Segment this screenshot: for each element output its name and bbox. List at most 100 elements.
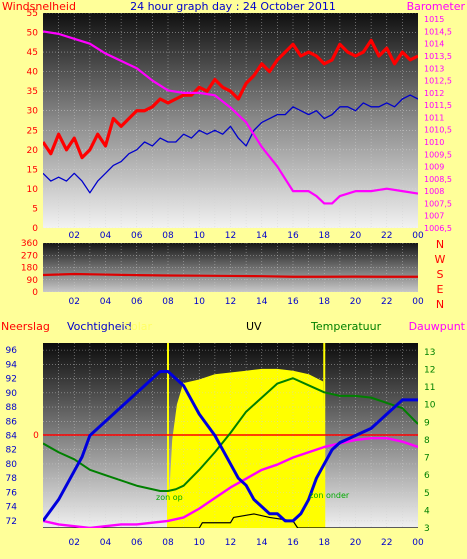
humidity-y-tick-label: 82 (6, 446, 17, 456)
dewpoint-line (43, 436, 418, 528)
wind-panel-background (43, 13, 418, 228)
humidity-y-tick-label: 78 (6, 474, 18, 484)
x-tick-label: 12 (225, 297, 236, 307)
humidity-y-tick-label: 86 (6, 417, 18, 427)
x-tick-label: 00 (412, 538, 424, 548)
x-tick-label: 16 (287, 231, 299, 241)
wind-y-tick-label: 50 (27, 29, 39, 39)
barometer-y-tick-label: 1014,5 (424, 27, 452, 36)
x-tick-label: 08 (162, 538, 174, 548)
temperature-line (43, 377, 418, 492)
compass-label: S (437, 268, 444, 281)
x-tick-label: 04 (100, 538, 112, 548)
wind-y-tick-label: 45 (27, 48, 38, 58)
barometer-y-tick-label: 1014 (424, 40, 444, 49)
x-tick-label: 22 (381, 538, 392, 548)
uv-label: UV (246, 320, 262, 333)
x-tick-label: 08 (162, 297, 174, 307)
humidity-y-tick-label: 94 (6, 360, 18, 370)
temperature-y-tick-label: 6 (424, 471, 430, 481)
x-tick-label: 04 (100, 297, 112, 307)
humidity-y-tick-label: 76 (6, 488, 18, 498)
humidity-y-tick-label: 92 (6, 375, 17, 385)
x-tick-label: 14 (256, 231, 268, 241)
direction-y-tick-label: 360 (21, 239, 38, 249)
wind-gust-line (43, 94, 418, 194)
compass-label: W (435, 253, 446, 266)
compass-label: N (436, 298, 444, 311)
sunrise-label: zon op (156, 493, 183, 502)
humidity-line (43, 369, 418, 523)
temperature-y-tick-label: 5 (424, 489, 430, 499)
barometer-y-tick-label: 1010,5 (424, 126, 452, 135)
temperature-y-tick-label: 8 (424, 436, 430, 446)
wind-axes: 051015202530354045505510151014,510141013… (27, 9, 452, 241)
x-tick-label: 20 (350, 231, 362, 241)
x-tick-label: 08 (162, 231, 174, 241)
temperature-y-tick-label: 12 (424, 365, 435, 375)
humidity-y-tick-label: 88 (6, 403, 18, 413)
graph-title: 24 hour graph day : 24 October 2011 (130, 0, 336, 13)
compass-label: E (437, 283, 444, 296)
x-tick-label: 10 (194, 538, 206, 548)
x-tick-label: 02 (69, 231, 80, 241)
temperature-y-tick-label: 7 (424, 454, 430, 464)
wind-y-tick-label: 30 (27, 107, 39, 117)
barometer-y-tick-label: 1015 (424, 15, 444, 24)
humidity-y-tick-label: 90 (6, 389, 18, 399)
barometer-y-tick-label: 1013,5 (424, 52, 452, 61)
barometer-y-tick-label: 1007 (424, 212, 444, 221)
direction-y-tick-label: 90 (27, 276, 39, 286)
climate-axes: 0727476788082848688909294963456789101112… (6, 346, 436, 548)
x-tick-label: 20 (350, 538, 362, 548)
wind-y-tick-label: 55 (27, 9, 38, 19)
x-tick-label: 06 (131, 538, 143, 548)
x-tick-label: 06 (131, 231, 143, 241)
x-tick-label: 14 (256, 538, 268, 548)
humidity-y-tick-label: 72 (6, 517, 17, 527)
x-tick-label: 00 (412, 297, 424, 307)
barometer-y-tick-label: 1009,5 (424, 150, 452, 159)
humidity-y-tick-label: 96 (6, 346, 18, 356)
x-tick-label: 02 (69, 297, 80, 307)
direction-y-tick-label: 180 (21, 264, 38, 274)
x-tick-label: 22 (381, 297, 392, 307)
direction-y-tick-label: 270 (21, 251, 38, 261)
uv-line (43, 513, 418, 528)
wind-plot (43, 13, 418, 228)
temperature-y-tick-label: 4 (424, 506, 430, 516)
barometer-y-tick-label: 1008,5 (424, 175, 452, 184)
wind-y-tick-label: 15 (27, 165, 38, 175)
barometer-y-tick-label: 1009 (424, 163, 444, 172)
barometer-y-tick-label: 1011 (424, 113, 444, 122)
x-tick-label: 00 (412, 231, 424, 241)
x-tick-label: 12 (225, 538, 236, 548)
x-tick-label: 16 (287, 297, 299, 307)
temperature-y-tick-label: 9 (424, 418, 430, 428)
dewpoint-label: Dauwpunt (409, 320, 466, 333)
x-tick-label: 12 (225, 231, 236, 241)
barometer-y-tick-label: 1011,5 (424, 101, 452, 110)
x-tick-label: 14 (256, 297, 268, 307)
rain-zero-label: 0 (33, 431, 39, 441)
barometer-line (43, 30, 418, 205)
x-tick-label: 18 (319, 538, 331, 548)
wind-speed-line (43, 38, 418, 160)
barometer-y-tick-label: 1008 (424, 187, 444, 196)
direction-y-tick-label: 0 (32, 288, 38, 298)
x-tick-label: 10 (194, 231, 206, 241)
wind-axis-title: Windsnelheid (2, 0, 76, 13)
barometer-y-tick-label: 1012 (424, 89, 444, 98)
temperature-y-tick-label: 10 (424, 401, 436, 411)
wind-y-tick-label: 5 (32, 204, 38, 214)
solar-label: Solar (124, 320, 153, 333)
temperature-label: Temperatuur (310, 320, 382, 333)
climate-plot (43, 343, 418, 528)
x-tick-label: 18 (319, 231, 331, 241)
x-tick-label: 06 (131, 297, 143, 307)
barometer-y-tick-label: 1013 (424, 64, 444, 73)
temperature-y-tick-label: 11 (424, 383, 435, 393)
